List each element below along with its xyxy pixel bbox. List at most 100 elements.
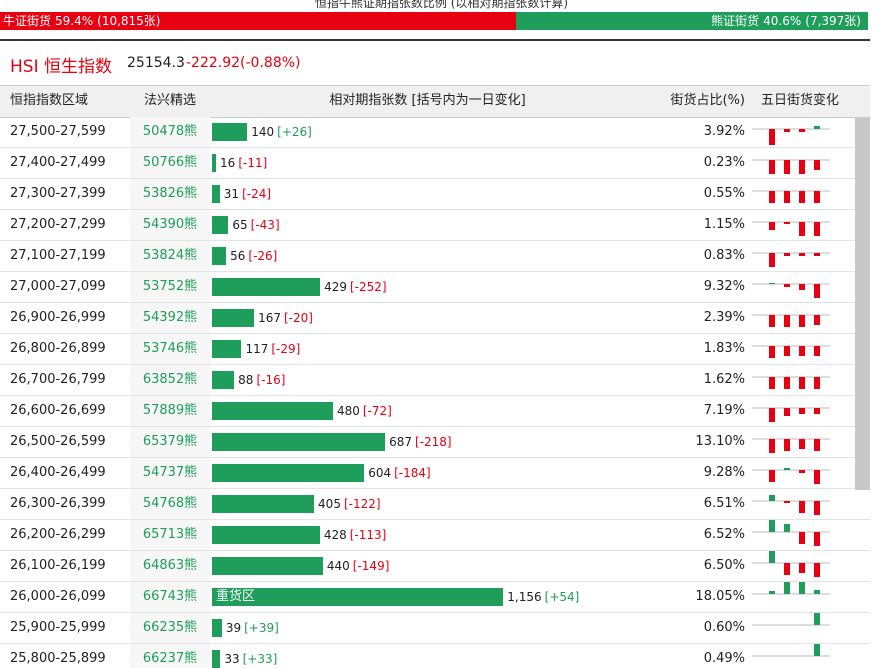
share: 3.92% bbox=[703, 124, 745, 139]
table-row: 27,300-27,399 53826熊 31 [-24] 0.55% bbox=[0, 179, 870, 210]
five-day-bar bbox=[769, 129, 775, 145]
count-cell: 440 [-149] bbox=[212, 551, 389, 581]
range: 26,700-26,799 bbox=[10, 372, 106, 387]
five-day-bar bbox=[784, 524, 790, 532]
five-day-bar bbox=[814, 346, 820, 356]
table-row: 26,000-26,099 66743熊 重货区 1,156 [+54] 18.05% bbox=[0, 582, 870, 613]
code[interactable]: 57889熊 bbox=[130, 396, 210, 426]
code[interactable]: 65379熊 bbox=[130, 427, 210, 457]
five-day-chart bbox=[752, 438, 830, 453]
range: 26,400-26,499 bbox=[10, 465, 106, 480]
count: 88 bbox=[238, 373, 254, 387]
five-day-bar bbox=[814, 284, 820, 298]
count: 405 bbox=[318, 497, 341, 511]
five-day-bar bbox=[799, 532, 805, 544]
count: 140 bbox=[251, 125, 275, 139]
five-day-bar bbox=[769, 253, 775, 267]
scrollbar[interactable] bbox=[855, 118, 870, 490]
code[interactable]: 65713熊 bbox=[130, 520, 210, 550]
five-day-bar bbox=[814, 439, 820, 451]
count-cell: 428 [-113] bbox=[212, 520, 386, 550]
count: 440 bbox=[326, 559, 350, 573]
change: [+54] bbox=[544, 590, 580, 604]
table-row: 26,300-26,399 54768熊 405 [-122] 6.51% bbox=[0, 489, 870, 520]
count: 117 bbox=[245, 342, 269, 356]
column-header: 街货占比(%) bbox=[670, 93, 746, 108]
change: [+26] bbox=[277, 125, 312, 139]
code[interactable]: 66235熊 bbox=[130, 613, 210, 643]
five-day-chart bbox=[752, 407, 830, 422]
code[interactable]: 54768熊 bbox=[130, 489, 210, 519]
table-row: 27,400-27,499 50766熊 16 [-11] 0.23% bbox=[0, 148, 870, 179]
five-day-bar bbox=[784, 563, 790, 575]
share: 0.60% bbox=[703, 620, 745, 635]
count-bar bbox=[212, 371, 235, 389]
code[interactable]: 63852熊 bbox=[130, 365, 210, 395]
five-day-chart bbox=[752, 345, 830, 358]
code[interactable]: 50766熊 bbox=[130, 148, 210, 178]
code[interactable]: 66237熊 bbox=[130, 644, 210, 668]
five-day-chart bbox=[752, 468, 830, 484]
five-day-bar bbox=[814, 563, 820, 577]
code[interactable]: 53824熊 bbox=[130, 241, 210, 271]
code[interactable]: 53746熊 bbox=[130, 334, 210, 364]
five-day-bar bbox=[799, 315, 805, 327]
count: 56 bbox=[230, 249, 246, 263]
five-day-bar bbox=[799, 191, 805, 203]
five-day-bar bbox=[769, 470, 775, 482]
change: [-184] bbox=[394, 466, 431, 480]
count-bar bbox=[212, 557, 323, 575]
range: 26,100-26,199 bbox=[10, 558, 106, 573]
code[interactable]: 54392熊 bbox=[130, 303, 210, 333]
count-bar bbox=[212, 247, 227, 265]
five-day-bar bbox=[814, 160, 820, 170]
caption: 恒指牛熊证期指张数比例 (以相对期指张数计算) bbox=[314, 0, 569, 10]
column-header: 恒指指数区域 bbox=[10, 93, 89, 108]
code[interactable]: 54737熊 bbox=[130, 458, 210, 488]
code[interactable]: 50478熊 bbox=[130, 117, 210, 147]
count-bar bbox=[212, 526, 320, 544]
count-bar bbox=[212, 402, 333, 420]
five-day-bar bbox=[769, 495, 775, 501]
five-day-bar bbox=[814, 613, 820, 625]
five-day-bar bbox=[784, 439, 790, 451]
five-day-bar bbox=[769, 315, 775, 327]
five-day-chart bbox=[752, 613, 830, 626]
bear-count-label: (7,397张) bbox=[805, 14, 861, 28]
change: [-24] bbox=[242, 187, 272, 201]
range: 27,400-27,499 bbox=[10, 155, 106, 170]
bar-text: 重货区 bbox=[216, 589, 256, 604]
bear-percent-label: 40.6% bbox=[763, 14, 802, 28]
five-day-bar bbox=[814, 470, 820, 484]
five-day-bar bbox=[799, 439, 805, 449]
change: [-218] bbox=[415, 435, 452, 449]
five-day-chart bbox=[752, 283, 830, 298]
table-row: 25,800-25,899 66237熊 33 [+33] 0.49% bbox=[0, 644, 870, 668]
change: [-122] bbox=[343, 497, 381, 511]
count-cell: 重货区 1,156 [+54] bbox=[212, 582, 579, 612]
code[interactable]: 53752熊 bbox=[130, 272, 210, 302]
code[interactable]: 64863熊 bbox=[130, 551, 210, 581]
five-day-bar bbox=[784, 346, 790, 356]
code[interactable]: 53826熊 bbox=[130, 179, 210, 209]
five-day-bar bbox=[784, 315, 790, 327]
bull-percent-label: 59.4% bbox=[55, 14, 94, 28]
share: 1.15% bbox=[703, 217, 745, 232]
share: 18.05% bbox=[695, 589, 745, 604]
count: 31 bbox=[223, 187, 240, 201]
count-bar bbox=[212, 464, 365, 482]
range: 26,600-26,699 bbox=[10, 403, 106, 418]
code[interactable]: 66743熊 bbox=[130, 582, 210, 612]
count: 33 bbox=[224, 652, 240, 666]
code[interactable]: 54390熊 bbox=[130, 210, 210, 240]
range: 26,500-26,599 bbox=[10, 434, 106, 449]
range: 26,000-26,099 bbox=[10, 589, 106, 604]
share: 1.83% bbox=[703, 341, 745, 356]
five-day-bar bbox=[799, 129, 805, 132]
count-bar bbox=[212, 309, 255, 327]
count: 429 bbox=[324, 280, 347, 294]
share: 6.50% bbox=[703, 558, 745, 573]
table-row: 26,400-26,499 54737熊 604 [-184] 9.28% bbox=[0, 458, 870, 489]
range: 27,200-27,299 bbox=[10, 217, 106, 232]
count-bar bbox=[212, 185, 220, 203]
